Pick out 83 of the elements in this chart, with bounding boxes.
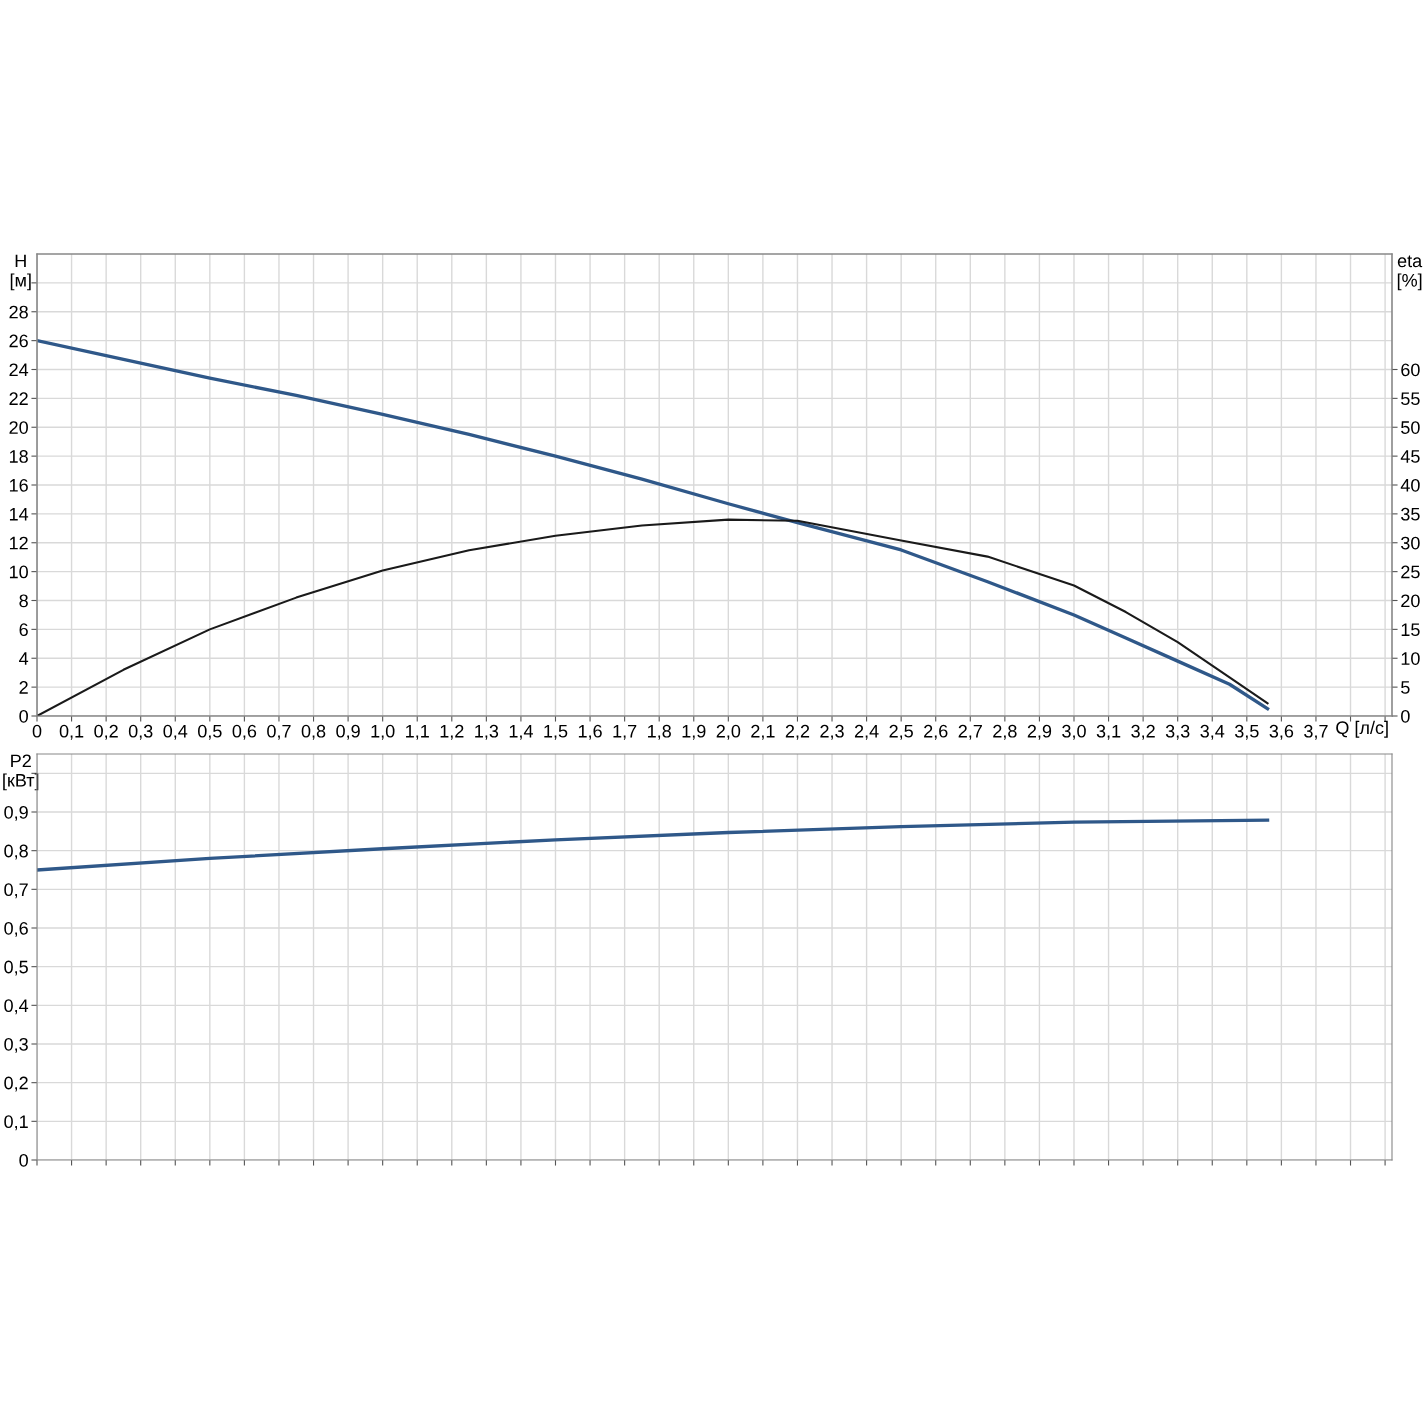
x-tick-label: 0,8 xyxy=(301,724,326,740)
y-tick-label: 0 xyxy=(19,1153,28,1167)
x-tick-label: 2,3 xyxy=(820,724,844,740)
x-tick-label: 0 xyxy=(32,724,42,738)
y-tick-label: 18 xyxy=(9,450,28,463)
y2-tick-label: 10 xyxy=(1401,652,1420,665)
x-tick-label: 3,3 xyxy=(1165,724,1190,740)
x-tick-label: 2,0 xyxy=(716,724,741,740)
x-tick-label: 3,5 xyxy=(1234,724,1259,740)
y-tick-label: 14 xyxy=(9,508,29,521)
y-tick-label: 28 xyxy=(9,305,28,319)
x-tick-label: 2,8 xyxy=(993,724,1017,740)
y-tick-label: 0,9 xyxy=(4,805,28,821)
y-tick-label: 12 xyxy=(9,536,28,550)
y2-tick-label: 20 xyxy=(1401,594,1420,608)
x-tick-label: 2,7 xyxy=(958,724,982,740)
y-tick-label: 0,8 xyxy=(4,844,28,860)
y-tick-label: 0 xyxy=(19,709,28,723)
x-tick-label: 0,6 xyxy=(232,724,257,740)
x-tick-label: 1,0 xyxy=(371,724,395,740)
x-tick-label: 2,9 xyxy=(1027,724,1052,740)
y2-tick-label: 0 xyxy=(1401,709,1410,723)
y-tick-label: 8 xyxy=(19,594,28,608)
x-tick-label: 2,1 xyxy=(751,724,775,740)
x-tick-label: 1,8 xyxy=(648,724,671,740)
x-tick-label: 2,4 xyxy=(854,724,879,740)
y-tick-label: 16 xyxy=(9,478,28,492)
y2-tick-label: 30 xyxy=(1401,536,1420,550)
y-axis-title: P2 [кВт] xyxy=(3,754,39,791)
y-tick-label: 6 xyxy=(19,623,28,637)
line-series xyxy=(37,518,1269,716)
y-tick-label: 0,4 xyxy=(4,999,29,1015)
x-tick-label: 1,4 xyxy=(509,725,533,740)
x-tick-label: 1,9 xyxy=(682,724,706,740)
x-tick-label: 0,5 xyxy=(197,724,222,740)
x-tick-label: 3,0 xyxy=(1062,724,1086,740)
y-tick-label: 10 xyxy=(9,565,28,579)
x-tick-label: 1,3 xyxy=(475,724,499,740)
x-tick-label: 1,5 xyxy=(544,725,568,740)
x-tick-label: 0,3 xyxy=(128,724,153,740)
y2-tick-label: 60 xyxy=(1401,363,1420,377)
x-tick-label: 1,1 xyxy=(406,725,429,740)
y-tick-label: 2 xyxy=(19,681,28,694)
y-tick-label: 0,1 xyxy=(4,1115,28,1131)
x-tick-label: 1,2 xyxy=(440,724,464,740)
x-tick-label: 2,5 xyxy=(889,724,913,740)
x-tick-label: 0,4 xyxy=(163,724,188,740)
y-tick-label: 0,6 xyxy=(4,921,28,937)
y2-tick-label: 25 xyxy=(1401,565,1420,579)
y2-axis-title: eta [%] xyxy=(1397,255,1423,291)
y2-tick-label: 55 xyxy=(1401,392,1420,406)
x-tick-label: 0,2 xyxy=(94,724,118,740)
y2-tick-label: 45 xyxy=(1400,450,1420,463)
y2-tick-label: 5 xyxy=(1401,681,1410,694)
x-axis-title: Q [л/с] xyxy=(1336,720,1388,738)
y-tick-label: 0,2 xyxy=(4,1076,28,1092)
y2-tick-label: 50 xyxy=(1401,421,1420,434)
x-tick-label: 3,1 xyxy=(1096,724,1121,740)
x-tick-label: 3,2 xyxy=(1131,724,1155,740)
x-tick-label: 0,7 xyxy=(267,724,291,740)
x-tick-label: 2,2 xyxy=(785,724,810,740)
y2-tick-label: 15 xyxy=(1401,623,1420,637)
line-series xyxy=(37,818,1270,872)
x-tick-label: 1,7 xyxy=(613,725,637,740)
y-tick-label: 4 xyxy=(19,652,29,665)
y-tick-label: 0,7 xyxy=(4,883,28,899)
x-tick-label: 3,6 xyxy=(1269,724,1294,740)
y-tick-label: 0,3 xyxy=(4,1037,28,1053)
y-tick-label: 22 xyxy=(9,392,28,405)
x-tick-label: 2,6 xyxy=(924,724,948,740)
line-series xyxy=(37,338,1270,711)
x-tick-label: 1,6 xyxy=(578,724,602,740)
y-tick-label: 24 xyxy=(9,363,29,377)
x-tick-label: 3,7 xyxy=(1304,724,1328,740)
x-tick-label: 3,4 xyxy=(1200,724,1225,740)
y-tick-label: 0,5 xyxy=(4,960,28,976)
y-axis-title: H [м] xyxy=(10,254,31,291)
y2-tick-label: 40 xyxy=(1400,478,1420,492)
y-tick-label: 20 xyxy=(9,421,28,434)
x-tick-label: 0,1 xyxy=(59,724,84,740)
y2-tick-label: 35 xyxy=(1401,507,1420,521)
x-tick-label: 0,9 xyxy=(336,724,360,740)
y-tick-label: 26 xyxy=(9,334,28,348)
